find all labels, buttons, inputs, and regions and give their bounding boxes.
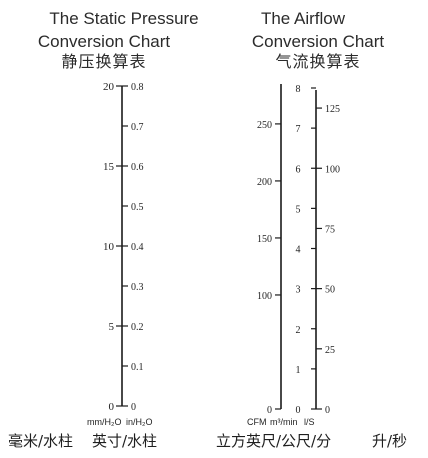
mm-h2o-tick-label-10: 10 (103, 241, 115, 253)
in-h2o-tick-label-0.7: 0.7 (131, 122, 144, 133)
unit-label-cfm: CFM (247, 417, 267, 427)
m3-min-tick-label-7: 7 (296, 124, 301, 135)
bottom-label-litre-second: 升/秒 (372, 432, 408, 450)
l-s-tick-label-100: 100 (325, 164, 340, 175)
cfm-tick-label-150: 150 (257, 234, 272, 245)
static-pressure-scale-group: 0 5 10 15 20 0 0.1 0.2 0.3 0.4 0.5 0.6 0.7 0.8 (103, 81, 144, 413)
in-h2o-tick-label-0.5: 0.5 (131, 202, 144, 213)
m3-min-tick-label-5: 5 (296, 204, 301, 215)
bottom-label-cubic-feet: 立方英尺/公尺/分 (216, 432, 332, 450)
cfm-tick-label-0: 0 (267, 405, 272, 416)
airflow-title-cn: 气流换算表 (275, 54, 361, 71)
cfm-tick-label-100: 100 (257, 291, 272, 302)
m3-min-tick-label-1: 1 (296, 365, 301, 376)
airflow-scale-group: 0 100 150 200 250 0 1 2 3 4 5 6 7 8 0 25 50 75 100 125 (257, 84, 340, 416)
in-h2o-tick-label-0.3: 0.3 (131, 282, 144, 293)
mm-h2o-tick-label-20: 20 (103, 81, 115, 93)
unit-label-m3-min: m³/min (270, 417, 298, 427)
unit-label-mm-h2o: mm/H₂O (87, 417, 122, 427)
m3-min-tick-label-8: 8 (296, 84, 301, 95)
mm-h2o-tick-label-0: 0 (109, 401, 115, 413)
m3-min-tick-label-6: 6 (296, 164, 301, 175)
l-s-tick-label-50: 50 (325, 285, 335, 296)
static-pressure-title-cn: 静压换算表 (61, 54, 147, 71)
in-h2o-tick-label-0.4: 0.4 (131, 242, 144, 253)
mm-h2o-tick-label-15: 15 (103, 161, 115, 173)
l-s-tick-label-0: 0 (325, 405, 330, 416)
m3-min-tick-label-4: 4 (296, 245, 301, 256)
cfm-tick-label-200: 200 (257, 177, 272, 188)
m3-min-tick-label-2: 2 (296, 325, 301, 336)
m3-min-tick-label-0: 0 (296, 405, 301, 416)
mm-h2o-tick-label-5: 5 (109, 321, 115, 333)
in-h2o-tick-label-0.1: 0.1 (131, 362, 144, 373)
cfm-tick-label-250: 250 (257, 120, 272, 131)
static-pressure-title-line2: Conversion Chart (37, 32, 171, 51)
bottom-label-inch-water: 英寸/水柱 (92, 432, 158, 450)
m3-min-tick-label-3: 3 (296, 285, 301, 296)
airflow-title-line2: Conversion Chart (251, 32, 385, 51)
static-pressure-title-line1: The Static Pressure (49, 9, 199, 28)
in-h2o-tick-label-0.8: 0.8 (131, 82, 144, 93)
l-s-tick-label-25: 25 (325, 345, 335, 356)
bottom-label-mm-water: 毫米/水柱 (8, 432, 74, 450)
unit-label-in-h2o: in/H₂O (126, 417, 153, 427)
l-s-tick-label-125: 125 (325, 104, 340, 115)
airflow-title-line1: The Airflow (260, 9, 346, 28)
in-h2o-tick-label-0.2: 0.2 (131, 322, 144, 333)
in-h2o-tick-label-0.6: 0.6 (131, 162, 144, 173)
unit-label-l-s: l/S (304, 417, 315, 427)
in-h2o-tick-label-0: 0 (131, 402, 136, 413)
l-s-tick-label-75: 75 (325, 224, 335, 235)
